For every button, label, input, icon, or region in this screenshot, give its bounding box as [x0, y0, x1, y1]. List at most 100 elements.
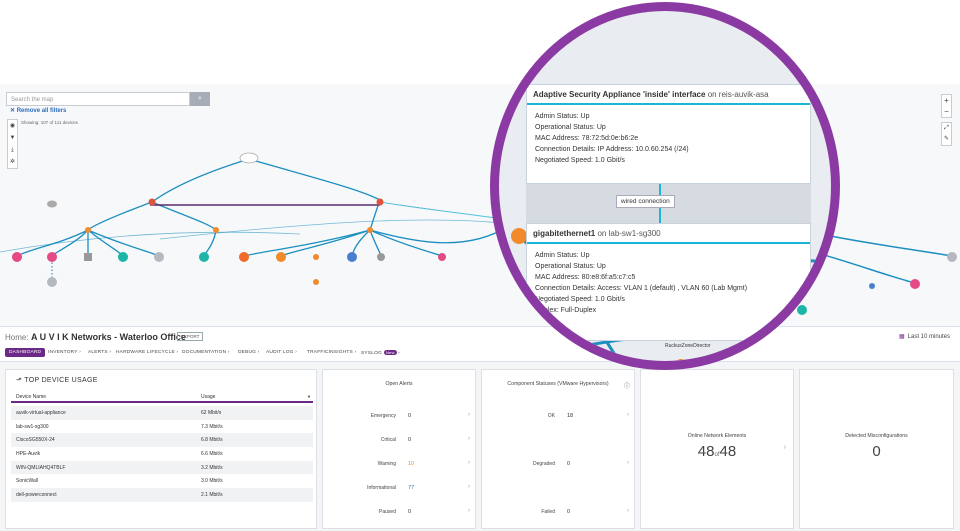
- tab-audit-log[interactable]: AUDIT LOG ›: [266, 350, 297, 355]
- tab-syslog[interactable]: SYSLOG New ›: [361, 350, 400, 356]
- time-range-selector[interactable]: ▦ Last 10 minutes: [899, 333, 950, 340]
- tab-traffic-label: TRAFFICINSIGHTS: [307, 350, 353, 355]
- detail-line: MAC Address: 80:e8:6f:a5:c7:c5: [535, 274, 636, 281]
- zoom-in-icon[interactable]: +: [944, 96, 949, 105]
- chevron-right-icon: ›: [627, 460, 629, 466]
- node-label: TSS_W: [561, 343, 579, 349]
- device-usage: 6.8 Mbit/s: [201, 437, 223, 444]
- device-name: dell-powerconnect: [16, 492, 57, 499]
- switch-port-details: Admin Status: Up Operational Status: Up MA…: [527, 244, 810, 322]
- component-label: Degraded: [533, 461, 555, 467]
- panel-title: ⬏ TOP DEVICE USAGE: [16, 376, 98, 384]
- detail-line: Duplex: Full-Duplex: [535, 307, 597, 314]
- misconfig-title: Detected Misconfigurations: [845, 433, 908, 439]
- alert-row[interactable]: Informational 77 ›: [323, 482, 475, 494]
- chevron-right-icon: ›: [468, 412, 470, 418]
- filter-icon[interactable]: ▼: [9, 135, 16, 141]
- tab-alerts[interactable]: ALERTS ›: [88, 350, 112, 355]
- detail-line: Connection Details: IP Address: 10.0.60.…: [535, 146, 689, 153]
- table-row[interactable]: dell-powerconnect 2.1 Mbit/s: [11, 488, 313, 502]
- switch-host: on lab-sw1-sg300: [597, 229, 661, 238]
- device-name: CiscoSG550X-24: [16, 437, 55, 444]
- help-icon[interactable]: ⓘ: [623, 384, 630, 390]
- online-elements-panel[interactable]: Online Network Elements 48of48 ›: [640, 369, 794, 529]
- alert-label: Paused: [379, 509, 396, 515]
- component-value: 18: [567, 413, 574, 419]
- switch-port-title: gigabitethernet1: [533, 229, 596, 238]
- open-alerts-panel: Open Alerts Emergency 0 › Critical 0 › Warning…: [322, 369, 476, 529]
- sort-icon[interactable]: ▼: [307, 394, 311, 399]
- pencil-icon[interactable]: ✎: [943, 136, 950, 142]
- table-row[interactable]: SonicWall 3.0 Mbit/s: [11, 474, 313, 488]
- table-row[interactable]: lab-sw1-sg300 7.3 Mbit/s: [11, 420, 313, 434]
- export-button[interactable]: EXPORT: [177, 332, 204, 341]
- new-badge: New: [383, 350, 397, 355]
- table-row[interactable]: HPE-Auvik 6.6 Mbit/s: [11, 447, 313, 461]
- chevron-right-icon: ›: [468, 508, 470, 514]
- expand-icon[interactable]: ⤢: [944, 125, 949, 131]
- zoom-out-icon[interactable]: −: [944, 107, 949, 116]
- alert-label: Informational: [367, 485, 396, 491]
- tab-trafficinsights[interactable]: TRAFFICINSIGHTS ›: [307, 350, 357, 355]
- zoom-magnifier: Adaptive Security Appliance 'inside' int…: [490, 2, 840, 370]
- column-device-name[interactable]: Device Name: [16, 394, 47, 400]
- switch-port-header: gigabitethernet1 on lab-sw1-sg300: [527, 224, 810, 244]
- search-icon[interactable]: ⌕: [190, 92, 210, 106]
- device-usage: 7.3 Mbit/s: [201, 423, 223, 430]
- misconfigurations-panel[interactable]: Detected Misconfigurations 0: [799, 369, 954, 529]
- column-usage[interactable]: Usage: [201, 394, 216, 400]
- detail-line: Connection Details: Access: VLAN 1 (defa…: [535, 285, 748, 292]
- chevron-right-icon: ›: [627, 412, 629, 418]
- device-name: HPE-Auvik: [16, 451, 41, 458]
- tab-syslog-label: SYSLOG: [361, 351, 382, 356]
- page-title: A U V I K Networks - Waterloo Office: [31, 332, 186, 342]
- tab-dashboard[interactable]: DASHBOARD: [5, 348, 46, 357]
- asa-interface-details: Admin Status: Up Operational Status: Up MA…: [527, 105, 810, 172]
- alert-value: 77: [408, 485, 415, 491]
- chart-icon: ⬏: [16, 377, 23, 384]
- table-row[interactable]: CiscoSG550X-24 6.8 Mbit/s: [11, 433, 313, 448]
- component-row[interactable]: OK 18 ›: [482, 410, 634, 422]
- chevron-right-icon[interactable]: ›: [783, 444, 786, 451]
- detail-line: Operational Status: Up: [535, 124, 606, 131]
- tab-hardware-lifecycle[interactable]: HARDWARE LIFECYCLE ›: [116, 350, 179, 355]
- component-row[interactable]: Degraded 0 ›: [482, 458, 634, 470]
- map-search-input[interactable]: Search the map: [6, 92, 190, 106]
- time-range-label: Last 10 minutes: [907, 334, 950, 340]
- wired-connection-label: wired connection: [616, 195, 675, 208]
- detail-line: Negotiated Speed: 1.0 Gbit/s: [535, 296, 625, 303]
- device-count: Showing: 107 of 111 devices: [21, 120, 78, 125]
- zoom-controls: + −: [941, 94, 952, 118]
- remove-filters-link[interactable]: ✕ Remove all filters: [10, 108, 67, 114]
- device-usage: 2.1 Mbit/s: [201, 492, 223, 499]
- eye-icon[interactable]: ◉: [9, 123, 16, 129]
- online-title: Online Network Elements: [687, 433, 747, 439]
- tab-inventory[interactable]: INVENTORY ›: [48, 350, 81, 355]
- tab-hardware-label: HARDWARE LIFECYCLE: [116, 350, 175, 355]
- chevron-right-icon: ›: [627, 508, 629, 514]
- breadcrumb-home[interactable]: Home:: [5, 333, 29, 342]
- remove-filters-label: Remove all filters: [16, 108, 67, 114]
- table-row[interactable]: auvik-virtual-appliance 62 Mbit/s: [11, 406, 313, 420]
- alert-row[interactable]: Warning 10 ›: [323, 458, 475, 470]
- download-icon[interactable]: ⤓: [11, 147, 14, 153]
- tab-documentation[interactable]: DOCUMENTATION ›: [182, 350, 230, 355]
- tab-debug[interactable]: DEBUG ›: [238, 350, 260, 355]
- alert-row[interactable]: Paused 0 ›: [323, 506, 475, 518]
- map-toolbar: ◉ ▼ ⤓ ✲: [7, 119, 18, 169]
- tab-documentation-label: DOCUMENTATION: [182, 350, 227, 355]
- component-row[interactable]: Failed 0 ›: [482, 506, 634, 518]
- chevron-right-icon: ›: [468, 436, 470, 442]
- alert-row[interactable]: Emergency 0 ›: [323, 410, 475, 422]
- tab-debug-label: DEBUG: [238, 350, 257, 355]
- alert-row[interactable]: Critical 0 ›: [323, 434, 475, 446]
- device-usage: 6.6 Mbit/s: [201, 451, 223, 458]
- alert-value: 10: [408, 461, 415, 467]
- device-usage: 3.0 Mbit/s: [201, 478, 223, 485]
- gear-icon[interactable]: ✲: [9, 159, 16, 165]
- calendar-icon: ▦: [898, 334, 905, 340]
- component-value: 0: [567, 509, 571, 515]
- alert-label: Warning: [377, 461, 396, 467]
- online-value: 48: [697, 443, 715, 460]
- table-row[interactable]: WIN-QMLIAHQ4TBLF 3.2 Mbit/s: [11, 460, 313, 475]
